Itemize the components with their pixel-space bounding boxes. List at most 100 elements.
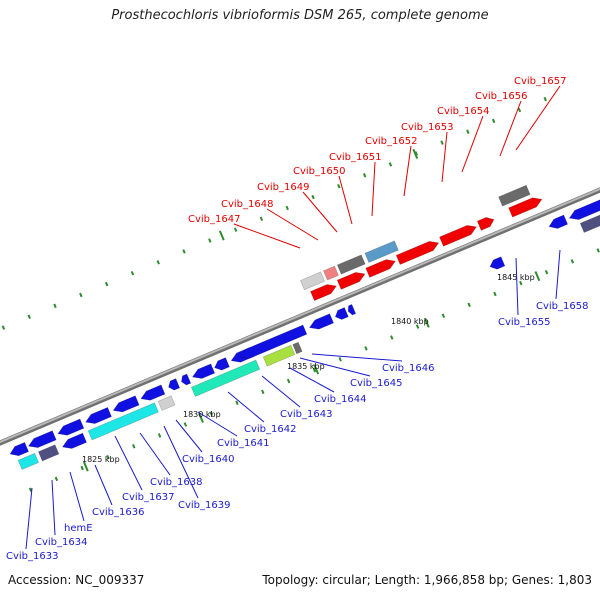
tick-mark <box>440 140 444 145</box>
leader-line <box>338 175 353 225</box>
gene-label: Cvib_1648 <box>221 199 273 210</box>
tick-mark <box>132 444 136 449</box>
reverse-gene <box>334 307 349 320</box>
leader-line <box>461 115 484 173</box>
leader-line <box>94 464 113 506</box>
reverse-gene <box>57 418 85 436</box>
reverse-gene <box>214 357 230 371</box>
reverse-gene <box>292 341 303 355</box>
reverse-gene <box>140 384 166 401</box>
tick-mark <box>596 248 600 253</box>
gene-label: Cvib_1657 <box>514 76 566 87</box>
kbp-label: 1825 kbp <box>82 455 120 464</box>
leader-line <box>403 145 412 197</box>
gene-label: Cvib_1655 <box>498 317 550 328</box>
major-tick <box>412 148 419 159</box>
leader-line <box>289 367 335 393</box>
leader-line <box>441 131 448 183</box>
kbp-label: 1840 kbp <box>391 317 429 326</box>
reverse-gene <box>157 395 176 411</box>
tick-mark <box>543 96 547 102</box>
tick-mark <box>79 292 83 298</box>
reverse-gene <box>347 304 357 316</box>
leader-line <box>139 432 171 476</box>
tick-mark <box>183 422 188 427</box>
tick-mark <box>182 249 186 254</box>
tick-mark <box>208 238 212 243</box>
tick-mark <box>28 487 33 493</box>
tick-mark <box>544 269 549 275</box>
gene-label: Cvib_1641 <box>217 438 269 449</box>
gene-label: Cvib_1639 <box>178 500 230 511</box>
gene-label: Cvib_1638 <box>150 477 202 488</box>
major-tick <box>198 412 204 423</box>
tick-mark <box>466 129 470 135</box>
tick-mark <box>493 291 497 297</box>
gene-label: Cvib_1658 <box>536 301 588 312</box>
major-tick <box>423 317 430 328</box>
gene-label: Cvib_1633 <box>6 551 58 562</box>
tick-mark <box>1 325 6 330</box>
tick-mark <box>467 302 471 308</box>
major-tick <box>83 461 89 472</box>
gene-label: Cvib_1645 <box>350 378 402 389</box>
tick-mark <box>415 324 420 329</box>
gene-label: Cvib_1644 <box>314 394 366 405</box>
gene-label: Cvib_1652 <box>365 136 417 147</box>
reverse-gene <box>17 452 40 470</box>
leader-line <box>302 191 338 233</box>
reverse-gene <box>168 378 181 391</box>
leader-line <box>114 435 143 491</box>
forward-gene <box>439 225 477 247</box>
gene-label: Cvib_1643 <box>280 409 332 420</box>
gene-label: Cvib_1634 <box>35 537 87 548</box>
gene-label: Cvib_1640 <box>182 454 234 465</box>
gene-label: Cvib_1637 <box>122 492 174 503</box>
tick-mark <box>80 465 84 471</box>
kbp-label: 1835 kbp <box>287 362 325 371</box>
reverse-gene <box>27 430 57 448</box>
tick-mark <box>104 281 109 287</box>
reverse-gene <box>308 313 334 330</box>
gene-label: hemE <box>64 523 93 534</box>
tick-mark <box>517 107 522 113</box>
leader-line <box>25 487 33 550</box>
tick-mark <box>285 205 289 211</box>
tick-mark <box>259 216 264 222</box>
tick-mark <box>156 260 160 265</box>
gene-label: Cvib_1647 <box>188 214 240 225</box>
major-tick <box>218 230 225 241</box>
reverse-gene <box>568 199 600 220</box>
tick-mark <box>54 476 59 482</box>
leader-line <box>299 357 371 377</box>
leader-line <box>197 411 238 437</box>
forward-gene <box>336 272 366 290</box>
tick-mark <box>130 270 135 276</box>
backbone <box>0 187 600 444</box>
leader-line <box>227 391 265 423</box>
tick-mark <box>311 194 315 200</box>
topology-text: Topology: circular; Length: 1,966,858 bp… <box>262 573 592 587</box>
tick-mark <box>362 173 367 178</box>
tick-mark <box>519 280 523 286</box>
leader-line <box>51 479 56 536</box>
tick-mark <box>27 314 31 319</box>
tick-mark <box>106 454 110 460</box>
tick-mark <box>233 227 238 232</box>
reverse-gene <box>190 359 261 397</box>
tick-mark <box>157 433 162 438</box>
tick-mark <box>337 183 341 189</box>
tick-mark <box>209 411 213 416</box>
forward-gene <box>365 259 396 278</box>
reverse-gene <box>87 402 159 441</box>
tick-mark <box>491 118 496 124</box>
reverse-gene <box>191 363 216 379</box>
gene-label: Cvib_1650 <box>293 166 345 177</box>
reverse-gene <box>181 373 192 386</box>
leader-line <box>371 161 376 217</box>
reverse-gene <box>85 406 112 424</box>
forward-gene <box>336 254 366 275</box>
leader-line <box>175 419 203 453</box>
reverse-gene <box>548 214 569 229</box>
